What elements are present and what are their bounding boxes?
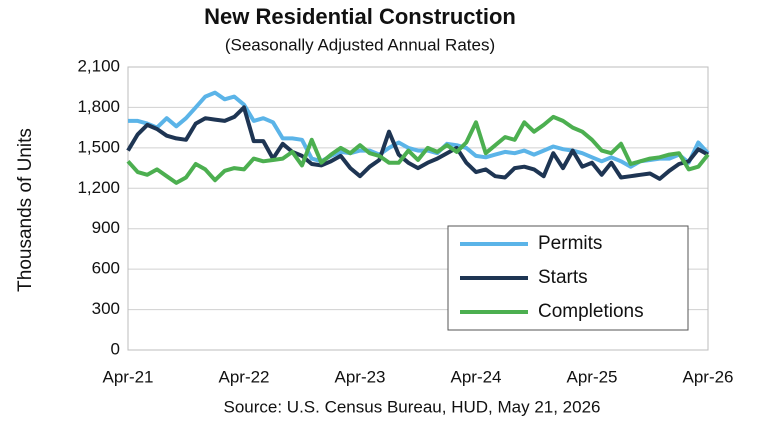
data-line <box>126 114 710 185</box>
y-tick-label: 900 <box>92 218 120 237</box>
y-tick-label: 300 <box>92 299 120 318</box>
y-tick-label: 0 <box>111 339 120 358</box>
x-tick-label: Apr-23 <box>334 367 385 386</box>
plot-frame <box>127 66 709 351</box>
y-tick-label: 600 <box>92 259 120 278</box>
chart-subtitle: (Seasonally Adjusted Annual Rates) <box>225 35 495 54</box>
legend-label: Starts <box>538 267 588 288</box>
y-tick-label: 2,100 <box>77 56 120 75</box>
x-tick-label: Apr-22 <box>218 367 269 386</box>
legend: Permits Starts Completions <box>447 225 689 331</box>
x-tick-label: Apr-25 <box>566 367 617 386</box>
chart-title: New Residential Construction <box>204 4 516 29</box>
data-line <box>128 90 710 169</box>
legend-label: Completions <box>538 301 644 322</box>
y-tick-label: 1,200 <box>77 178 120 197</box>
legend-label: Permits <box>538 233 602 254</box>
y-tick-label: 1,800 <box>77 97 120 116</box>
source-note: Source: U.S. Census Bureau, HUD, May 21,… <box>223 397 600 416</box>
x-tick-label: Apr-26 <box>682 367 733 386</box>
y-axis-label: Thousands of Units <box>15 128 36 292</box>
x-tick-label: Apr-24 <box>450 367 501 386</box>
x-tick-label: Apr-21 <box>102 367 153 386</box>
data-line <box>126 105 709 181</box>
y-tick-label: 1,500 <box>77 137 120 156</box>
